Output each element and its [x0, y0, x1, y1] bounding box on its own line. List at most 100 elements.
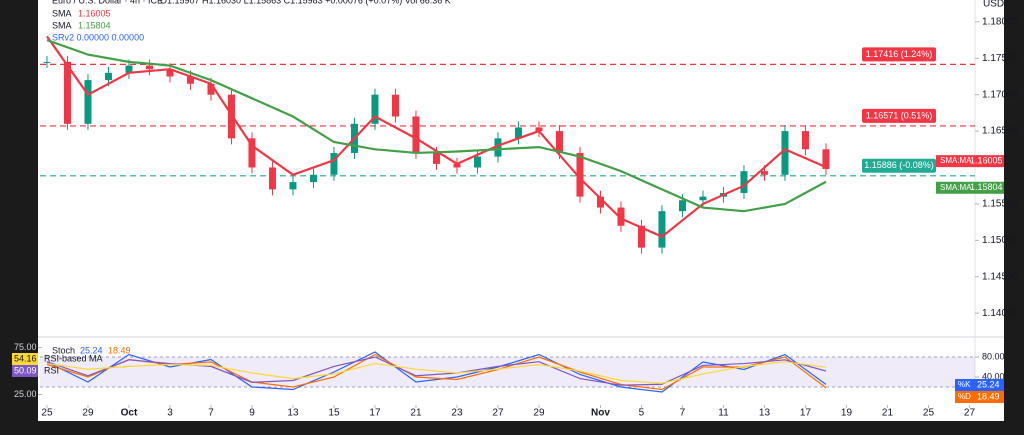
x-tick-label: 13: [287, 408, 299, 419]
candle: [453, 163, 461, 168]
x-tick-label: 11: [718, 408, 729, 419]
y-tick-label: 1.15500: [982, 199, 1019, 210]
legend-ohlc: O1.15907 H1.16030 L1.15863 C1.15983 +0.0…: [160, 0, 451, 5]
x-tick-label: 29: [82, 408, 94, 419]
candle: [473, 156, 481, 168]
x-tick-label: 17: [369, 408, 381, 419]
x-tick-label: 25: [923, 408, 935, 419]
x-tick-label: 25: [41, 408, 53, 419]
x-tick-label: Nov: [591, 408, 610, 419]
level-tag: [862, 47, 936, 62]
x-tick-label: 9: [249, 408, 255, 419]
candle: [617, 207, 625, 226]
candle: [760, 171, 768, 175]
x-tick-label: 3: [167, 408, 173, 419]
indicator-line: [46, 356, 827, 386]
level-tag: [862, 108, 936, 123]
value-tag: [12, 353, 38, 365]
legend-name: SMA: [52, 8, 72, 18]
legend-value: 18.49: [108, 345, 131, 355]
candle: [576, 152, 584, 197]
x-tick-label: 17: [800, 408, 812, 419]
indicator-line: [46, 361, 827, 384]
tag-value: 50.09: [14, 365, 37, 375]
level-label: 1.17416 (1.24%): [866, 49, 933, 59]
sma-tag: [936, 155, 1004, 168]
level-label: 1.16571 (0.51%): [866, 110, 933, 120]
x-tick-label: 21: [882, 408, 894, 419]
candle: [781, 131, 789, 175]
candle: [412, 116, 420, 153]
y-tick-label: 1.14000: [982, 308, 1019, 319]
candle: [555, 131, 563, 153]
candle: [391, 94, 399, 117]
legend-value: 25.24: [80, 345, 103, 355]
x-tick-label: 21: [410, 408, 422, 419]
x-tick-label: 27: [964, 408, 976, 419]
candle: [207, 83, 215, 95]
value-tag: [12, 365, 38, 377]
y2-tick-label: 40.00: [982, 371, 1005, 381]
legend-name: SMA: [52, 20, 72, 30]
x-tick-label: 15: [328, 408, 340, 419]
y-tick-label: 1.16500: [982, 126, 1019, 137]
x-tick-label: 5: [639, 408, 645, 419]
sma-tag-value: 1.15804: [970, 182, 1003, 192]
chart-bg: [38, 0, 1004, 421]
value-tag: [955, 379, 1004, 391]
candle: [125, 65, 133, 73]
currency-label: USD: [983, 0, 1004, 10]
candle: [494, 138, 502, 157]
candle: [145, 65, 153, 70]
y-tick-label: 75.00: [14, 342, 37, 352]
y2-tick-label: 80.00: [982, 351, 1005, 361]
candle: [371, 94, 379, 124]
x-tick-label: 27: [492, 408, 504, 419]
candle: [63, 61, 71, 124]
tag-name: %K: [958, 380, 971, 389]
candle: [104, 72, 112, 81]
candle: [166, 69, 174, 77]
candle: [432, 152, 440, 164]
y-tick-label: 25.00: [14, 389, 37, 399]
tag-value: 18.49: [977, 391, 1000, 401]
sma-tag-name: SMA:MA: [940, 156, 972, 165]
x-tick-label: Oct: [121, 408, 138, 419]
candle: [289, 182, 297, 190]
x-tick-label: 29: [533, 408, 545, 419]
candle: [801, 131, 809, 150]
candle: [309, 174, 317, 183]
tag-name: RSI-based MA: [44, 353, 103, 363]
sma-line: [46, 39, 827, 213]
x-tick-label: 19: [841, 408, 853, 419]
candle: [740, 171, 748, 193]
candle: [330, 152, 338, 175]
legend-title: Euro / U.S. Dollar · 4h · ICE: [52, 0, 163, 5]
candle: [596, 196, 604, 208]
legend-extra: SRv2 0.00000 0.00000: [52, 32, 144, 42]
candle: [535, 127, 543, 132]
candle: [84, 80, 92, 124]
sma-tag-name: SMA:MA: [940, 183, 972, 192]
candle: [514, 127, 522, 139]
y-tick-label: 1.17500: [982, 53, 1019, 64]
sma-tag-value: 1.16005: [970, 156, 1003, 166]
x-tick-label: 13: [759, 408, 771, 419]
legend-value: 1.15804: [78, 20, 111, 30]
tag-value: 54.16: [14, 353, 37, 363]
y-tick-label: 1.18000: [982, 16, 1019, 27]
y-tick-label: 1.14500: [982, 271, 1019, 282]
candle: [186, 76, 194, 84]
candle: [43, 61, 51, 63]
legend-value: 1.16005: [78, 8, 111, 18]
tag-name: %D: [958, 392, 971, 401]
y-tick-label: 1.17000: [982, 89, 1019, 100]
indicator-line: [46, 351, 827, 393]
value-tag: [955, 391, 1004, 403]
x-tick-label: 7: [208, 408, 214, 419]
tag-value: 25.24: [977, 379, 1000, 389]
candle: [658, 211, 666, 248]
sma-tag: [936, 181, 1004, 194]
x-tick-label: 23: [451, 408, 463, 419]
